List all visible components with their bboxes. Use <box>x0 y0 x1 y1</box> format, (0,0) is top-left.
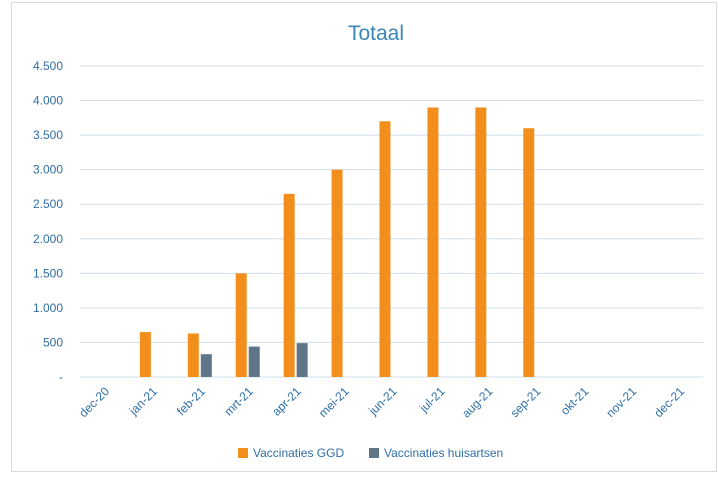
bar-ggd <box>331 169 343 377</box>
y-tick-label: 500 <box>43 335 63 349</box>
x-tick-label: aug-21 <box>459 384 496 421</box>
y-tick-label: 3.500 <box>33 128 63 142</box>
bar-ggd <box>235 273 247 377</box>
y-tick-label: - <box>59 370 63 384</box>
x-tick-label: jan-21 <box>126 384 160 418</box>
bar-huisartsen <box>296 343 308 377</box>
y-tick-label: 4.000 <box>33 94 63 108</box>
x-tick-label: dec-20 <box>76 384 112 420</box>
x-tick-label: mrt-21 <box>221 384 256 419</box>
legend: Vaccinaties GGD Vaccinaties huisartsen <box>238 446 503 460</box>
x-tick-label: okt-21 <box>558 384 592 418</box>
bar-ggd <box>139 332 151 377</box>
x-tick-label: feb-21 <box>174 384 208 418</box>
bars <box>139 107 535 378</box>
x-axis-ticks: dec-20 jan-21 feb-21 mrt-21 apr-21 mei-21 jun-… <box>76 384 687 421</box>
bar-ggd <box>523 128 535 377</box>
x-tick-label: jul-21 <box>416 384 448 416</box>
x-tick-label: apr-21 <box>269 384 304 419</box>
x-tick-label: sep-21 <box>508 384 544 420</box>
bar-huisartsen <box>200 354 212 377</box>
legend-swatch <box>238 448 248 458</box>
y-tick-label: 2.000 <box>33 232 63 246</box>
y-tick-label: 3.000 <box>33 163 63 177</box>
legend-swatch <box>369 448 379 458</box>
x-tick-label: jun-21 <box>365 384 399 418</box>
bar-huisartsen <box>248 346 260 377</box>
bar-ggd <box>475 107 487 377</box>
x-tick-label: dec-21 <box>651 384 687 420</box>
chart-frame <box>11 2 717 472</box>
x-tick-label: mei-21 <box>316 384 352 420</box>
bar-ggd <box>379 121 391 378</box>
legend-label: Vaccinaties GGD <box>253 446 344 460</box>
y-tick-label: 1.000 <box>33 301 63 315</box>
gridlines <box>80 65 703 378</box>
y-tick-label: 4.500 <box>33 59 63 73</box>
y-axis-ticks: - 500 1.000 1.500 2.000 2.500 3.000 3.500 4.000 4… <box>33 59 63 384</box>
x-tick-label: nov-21 <box>603 384 639 420</box>
bar-ggd <box>283 193 295 377</box>
y-tick-label: 2.500 <box>33 197 63 211</box>
legend-label: Vaccinaties huisartsen <box>384 446 503 460</box>
y-tick-label: 1.500 <box>33 266 63 280</box>
bar-ggd <box>187 333 199 377</box>
chart-title: Totaal <box>348 22 404 45</box>
bar-ggd <box>427 107 439 377</box>
